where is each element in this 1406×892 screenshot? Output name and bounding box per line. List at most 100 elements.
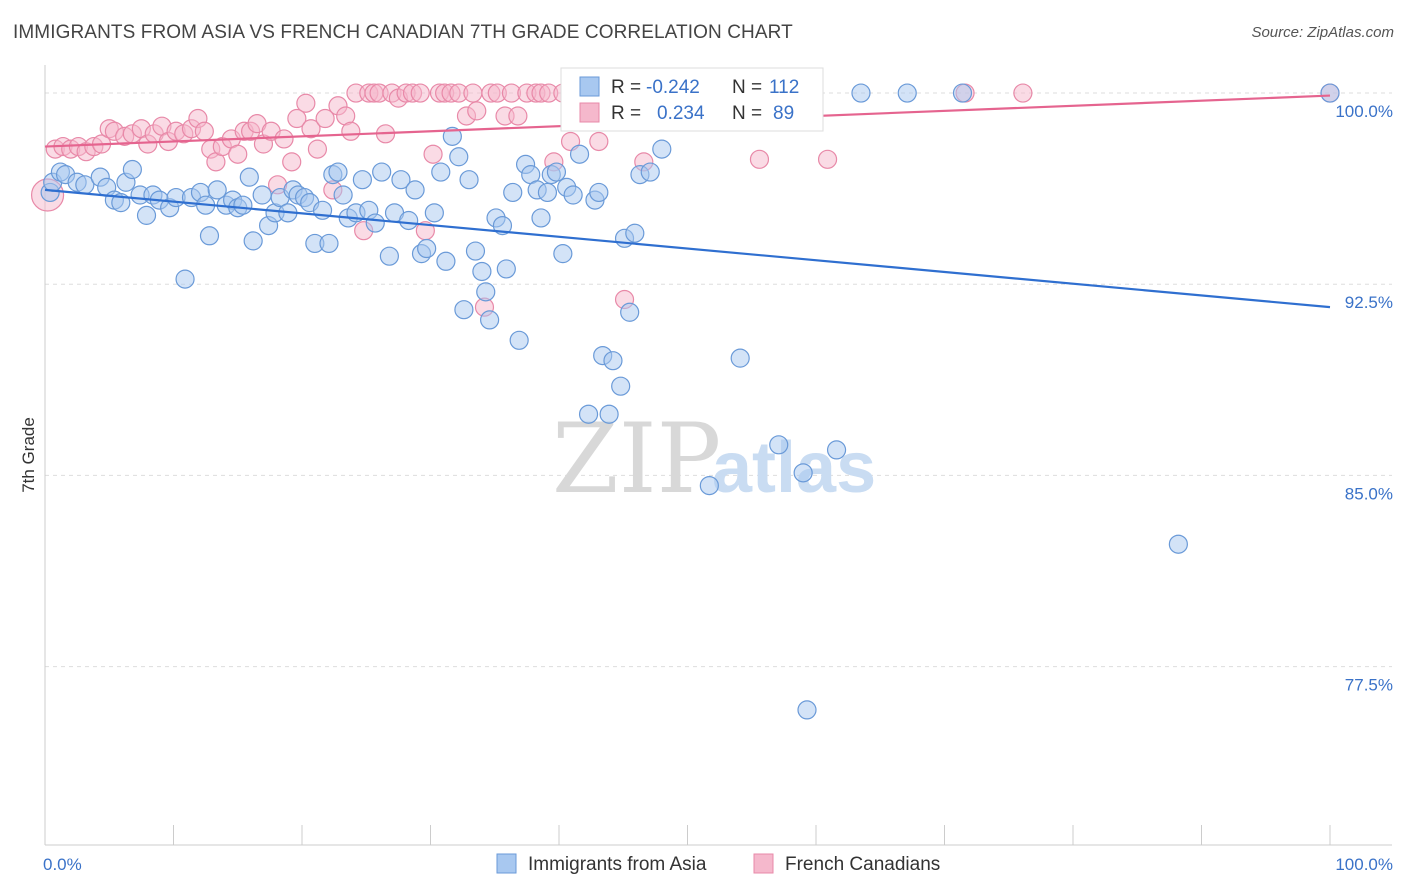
asia-trend-line <box>44 188 1331 309</box>
asia-data-point <box>546 162 567 182</box>
asia-data-point <box>199 226 220 246</box>
correlation-legend: R = -0.242 N = 112 R = 0.234 N = 89 <box>560 67 824 132</box>
french-canadian-data-point <box>287 108 307 129</box>
asia-data-point <box>492 215 513 236</box>
asia-data-point <box>459 170 479 190</box>
asia-data-point <box>136 205 157 225</box>
asia-data-point <box>239 167 259 187</box>
legend-n-label: N = <box>732 103 762 124</box>
asia-data-point <box>391 170 411 190</box>
asia-data-point <box>175 269 195 289</box>
asia-data-point <box>442 126 462 146</box>
asia-data-point <box>640 162 660 182</box>
axes-layer <box>44 65 1392 846</box>
french-canadian-data-point <box>508 106 528 126</box>
french-canadian-data-point <box>228 144 248 164</box>
asia-data-point <box>611 376 631 396</box>
y-tick-label: 92.5% <box>1345 293 1393 312</box>
asia-data-point <box>436 251 456 271</box>
asia-data-point <box>480 310 500 330</box>
asia-data-point <box>379 246 399 266</box>
asia-data-point <box>730 348 750 368</box>
asia-data-point <box>476 282 496 302</box>
french-canadian-data-point <box>194 121 214 141</box>
y-tick-label: 77.5% <box>1345 676 1393 695</box>
asia-data-point <box>399 210 419 231</box>
asia-data-point <box>578 404 599 424</box>
legend-swatch-pink <box>579 102 600 123</box>
asia-data-point <box>352 170 372 190</box>
french-canadian-data-point <box>467 101 487 121</box>
french-canadian-data-point <box>463 83 483 103</box>
asia-data-point <box>599 404 619 424</box>
asia-data-point <box>537 182 558 203</box>
asia-data-point <box>424 203 444 223</box>
asia-data-point <box>431 162 451 182</box>
asia-data-point <box>496 259 516 279</box>
asia-data-point <box>319 233 339 254</box>
asia-data-point <box>252 185 272 205</box>
bottom-legend-label: French Canadians <box>785 854 940 875</box>
asia-data-point <box>372 162 392 182</box>
asia-data-point <box>405 180 425 200</box>
asia-data-point <box>603 351 623 371</box>
asia-data-point <box>417 238 437 259</box>
y-axis-label: 7th Grade <box>19 417 38 493</box>
asia-data-point <box>589 182 609 203</box>
asia-data-point <box>465 241 486 261</box>
french-canadian-data-point <box>817 149 838 169</box>
asia-data-point <box>897 83 917 103</box>
asia-data-point <box>563 185 583 205</box>
points-layer <box>30 83 1340 720</box>
y-tick-labels: 100.0% 92.5% 85.0% 77.5% <box>1335 102 1393 695</box>
asia-data-point <box>699 475 719 496</box>
bottom-legend-swatch-blue <box>496 853 517 874</box>
french-canadian-data-point <box>315 108 335 129</box>
bottom-legend-swatch-pink <box>753 853 774 874</box>
legend-r-label: R = <box>611 77 641 98</box>
legend-n-value: 112 <box>769 77 799 98</box>
y-tick-label: 100.0% <box>1335 102 1393 121</box>
asia-data-point <box>365 213 385 233</box>
watermark-zip: ZIP <box>552 403 721 515</box>
asia-data-point <box>207 180 227 200</box>
chart-title: IMMIGRANTS FROM ASIA VS FRENCH CANADIAN … <box>13 22 793 43</box>
asia-data-point <box>851 83 871 103</box>
asia-data-point <box>553 244 573 264</box>
french-canadian-data-point <box>423 144 443 164</box>
asia-data-point <box>952 83 973 103</box>
legend-r-label: R = <box>611 103 641 124</box>
asia-data-point <box>769 435 789 455</box>
watermark: ZIP atlas <box>552 403 876 515</box>
asia-data-point <box>449 147 469 167</box>
asia-data-point <box>826 440 847 460</box>
french-canadian-data-point <box>1013 83 1033 103</box>
chart-source: Source: ZipAtlas.com <box>1251 24 1394 41</box>
french-canadian-data-point <box>301 119 321 139</box>
legend-n-label: N = <box>732 77 762 98</box>
series-legend: Immigrants from Asia French Canadians <box>496 853 940 875</box>
asia-data-point <box>531 208 551 228</box>
legend-r-value: -0.242 <box>646 77 700 98</box>
asia-data-point <box>652 139 672 159</box>
asia-data-point <box>122 159 142 180</box>
french-canadian-data-point <box>749 149 770 169</box>
asia-data-point <box>793 463 813 483</box>
legend-box <box>560 67 824 132</box>
asia-data-point <box>503 182 523 203</box>
french-canadian-data-point <box>410 83 430 103</box>
asia-data-point <box>472 261 492 282</box>
asia-data-point <box>797 700 817 720</box>
legend-r-value: 0.234 <box>657 103 705 124</box>
x-tick-labels: 0.0% 100.0% <box>43 855 1393 874</box>
asia-data-point <box>625 223 645 243</box>
legend-n-value: 89 <box>773 103 794 124</box>
asia-data-point <box>620 302 640 322</box>
bottom-legend-label: Immigrants from Asia <box>528 854 707 875</box>
french-canadian-data-point <box>274 129 294 149</box>
asia-data-point <box>233 195 253 215</box>
french-canadian-data-point <box>341 121 361 141</box>
asia-data-point <box>333 185 353 205</box>
french-canadian-data-point <box>296 93 316 113</box>
